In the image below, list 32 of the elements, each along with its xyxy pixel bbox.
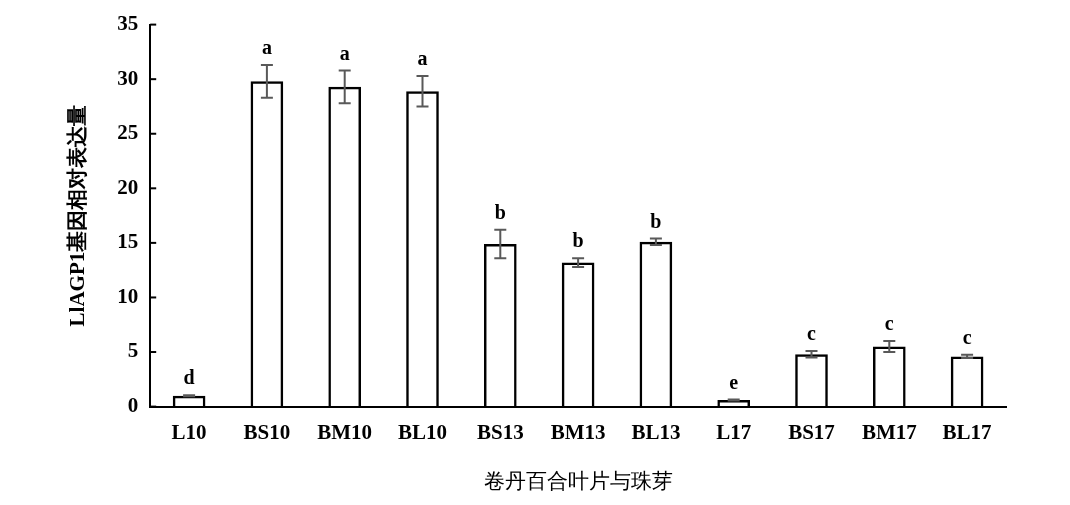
x-tick-label: BS10	[243, 419, 291, 444]
y-tick-label: 25	[117, 120, 139, 145]
y-tick-label: 35	[117, 11, 139, 36]
annotation: d	[183, 366, 195, 389]
x-tick-label: L10	[171, 419, 207, 444]
annotation: c	[884, 312, 894, 335]
y-tick-label: 30	[117, 65, 139, 90]
annotation: a	[339, 41, 350, 64]
x-tick-label: BM17	[861, 419, 917, 444]
y-axis-title: LlAGP1基因相对表达量	[65, 104, 90, 327]
annotation: c	[962, 325, 972, 348]
x-tick-label: BM10	[317, 419, 373, 444]
x-axis-title: 卷丹百合叶片与珠芽	[483, 468, 673, 493]
annotation: b	[494, 200, 506, 223]
annotation: e	[729, 370, 739, 393]
y-tick-label: 15	[117, 229, 139, 254]
x-tick-label: BL13	[631, 419, 681, 444]
annotation: c	[807, 322, 817, 345]
x-tick-label: BS17	[788, 419, 835, 444]
annotation: b	[572, 229, 584, 252]
x-tick-label: L17	[716, 419, 752, 444]
annotation: b	[650, 209, 662, 232]
x-tick-label: BL17	[942, 419, 992, 444]
annotation: a	[417, 47, 428, 70]
y-tick-label: 5	[127, 338, 139, 363]
x-tick-label: BL10	[397, 419, 448, 444]
y-tick-label: 20	[117, 174, 139, 199]
x-tick-label: BM13	[550, 419, 606, 444]
x-tick-label: BS13	[476, 419, 524, 444]
y-tick-label: 10	[117, 283, 139, 308]
y-tick-label: 0	[127, 393, 139, 418]
annotation: a	[261, 36, 272, 59]
